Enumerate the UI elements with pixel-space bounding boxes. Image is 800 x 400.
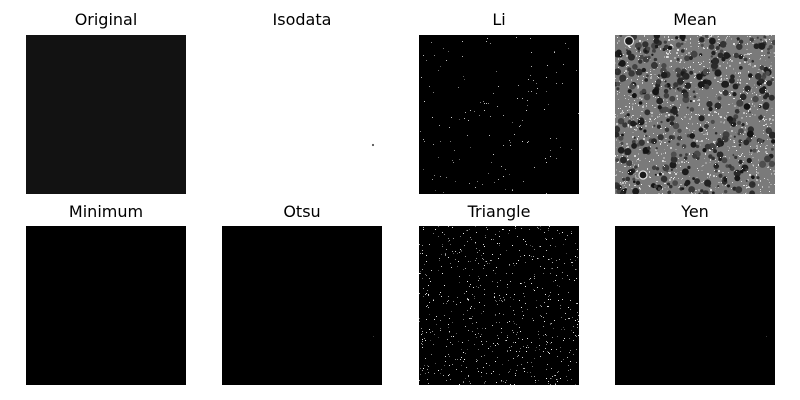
image-minimum bbox=[26, 226, 186, 385]
image-li bbox=[419, 35, 579, 194]
panel-title-otsu: Otsu bbox=[283, 202, 321, 221]
image-triangle bbox=[419, 226, 579, 385]
panel-title-isodata: Isodata bbox=[272, 10, 332, 29]
panel-title-yen: Yen bbox=[681, 202, 709, 221]
panel-title-li: Li bbox=[492, 10, 506, 29]
panel-title-mean: Mean bbox=[673, 10, 717, 29]
image-background bbox=[26, 226, 186, 385]
image-mean bbox=[615, 35, 775, 194]
image-background bbox=[222, 35, 382, 194]
panel-title-minimum: Minimum bbox=[68, 202, 144, 221]
image-background bbox=[419, 35, 579, 194]
image-background bbox=[419, 226, 579, 385]
panel-title-triangle: Triangle bbox=[467, 202, 531, 221]
image-background bbox=[615, 226, 775, 385]
image-yen bbox=[615, 226, 775, 385]
image-background bbox=[26, 35, 186, 194]
image-isodata bbox=[222, 35, 382, 194]
image-original bbox=[26, 35, 186, 194]
image-otsu bbox=[222, 226, 382, 385]
image-background bbox=[222, 226, 382, 385]
panel-title-original: Original bbox=[74, 10, 138, 29]
